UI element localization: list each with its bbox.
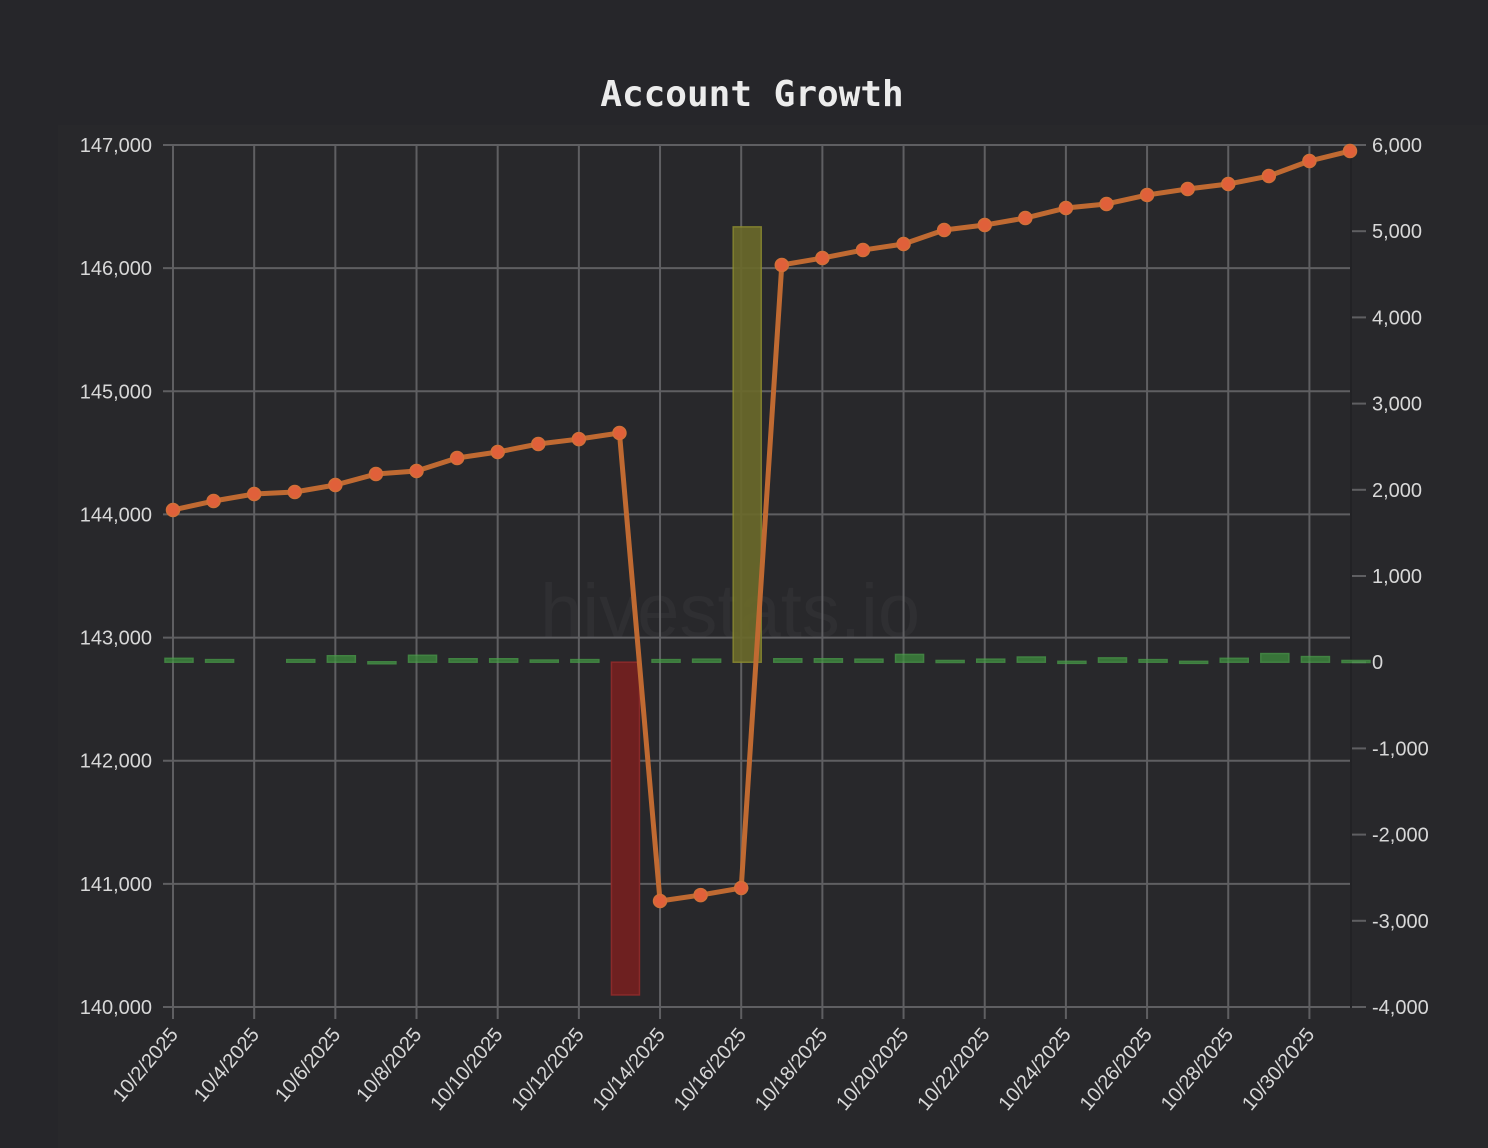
data-point — [409, 463, 424, 479]
x-axis-tick-label: 10/14/2025 — [589, 1024, 670, 1115]
data-point — [815, 250, 830, 266]
data-point — [774, 257, 790, 273]
left-axis-tick-label: 140,000 — [80, 997, 152, 1019]
data-point — [1220, 176, 1236, 192]
left-axis-tick-label: 146,000 — [80, 258, 152, 280]
right-axis-tick-label: -3,000 — [1372, 911, 1429, 933]
left-axis-tick-label: 145,000 — [80, 381, 152, 403]
x-axis-tick-label: 10/2/2025 — [109, 1024, 183, 1106]
chart-title: Account Growth — [600, 74, 904, 115]
right-axis-tick-label: -1,000 — [1372, 738, 1429, 760]
data-point — [368, 466, 384, 482]
bar-daily-change — [367, 661, 397, 665]
bar-daily-change — [286, 658, 316, 663]
data-point — [733, 880, 749, 896]
bar-daily-change — [529, 659, 560, 663]
bar-highlight — [732, 226, 762, 663]
bar-daily-change — [1178, 660, 1209, 665]
data-point — [490, 444, 505, 460]
right-axis-tick-label: 6,000 — [1372, 135, 1422, 157]
right-axis-tick-label: 3,000 — [1372, 394, 1422, 416]
x-axis-tick-label: 10/22/2025 — [913, 1024, 994, 1115]
data-point — [165, 502, 181, 518]
bar-daily-change — [813, 658, 844, 663]
bar-daily-change — [1219, 657, 1249, 663]
bar-daily-change — [935, 659, 965, 664]
data-point — [246, 486, 262, 502]
bar-daily-change — [448, 658, 478, 663]
x-axis-tick-label: 10/30/2025 — [1238, 1024, 1319, 1115]
bar-daily-change — [691, 658, 722, 663]
data-point — [1180, 181, 1195, 197]
bar-daily-change — [1097, 657, 1128, 663]
data-point — [449, 450, 465, 466]
bar-daily-change — [773, 658, 803, 663]
right-axis-tick-label: -4,000 — [1372, 997, 1429, 1019]
right-axis-tick-label: 5,000 — [1372, 221, 1422, 243]
right-axis-tick-label: 2,000 — [1372, 480, 1422, 502]
data-point — [1058, 200, 1074, 216]
data-point — [1139, 187, 1155, 203]
bar-daily-change — [894, 653, 925, 663]
bar-daily-change — [854, 658, 884, 663]
chart-panel — [58, 125, 1488, 1148]
data-point — [693, 887, 708, 903]
left-axis-tick-label: 144,000 — [80, 504, 152, 526]
data-point — [896, 236, 911, 252]
data-point — [652, 893, 668, 909]
x-axis-tick-label: 10/28/2025 — [1157, 1024, 1238, 1115]
bar-daily-change — [204, 658, 235, 663]
data-point — [1302, 153, 1317, 169]
data-point — [206, 493, 221, 509]
left-axis-tick-label: 142,000 — [80, 751, 152, 773]
bar-daily-change — [1138, 658, 1168, 663]
bar-daily-change — [407, 654, 438, 663]
bar-daily-change — [1260, 652, 1290, 663]
x-axis-tick-label: 10/20/2025 — [832, 1024, 913, 1115]
bar-daily-change — [164, 657, 194, 663]
data-point — [1261, 168, 1277, 184]
bar-daily-change — [488, 658, 519, 663]
data-point — [287, 484, 303, 500]
right-axis-tick-label: 1,000 — [1372, 566, 1422, 588]
data-point — [328, 477, 343, 493]
data-point — [571, 431, 587, 447]
x-axis-tick-label: 10/12/2025 — [507, 1024, 588, 1115]
left-axis-tick-label: 141,000 — [80, 874, 152, 896]
right-axis-tick-label: 0 — [1372, 652, 1383, 674]
bar-daily-change — [1300, 655, 1331, 663]
x-axis-tick-label: 10/6/2025 — [271, 1024, 345, 1106]
x-axis-tick-label: 10/4/2025 — [190, 1024, 264, 1106]
x-axis-tick-label: 10/24/2025 — [995, 1024, 1076, 1115]
x-axis-tick-label: 10/10/2025 — [426, 1024, 507, 1115]
data-point — [855, 242, 871, 258]
right-axis-tick-label: -2,000 — [1372, 825, 1429, 847]
bar-negative — [610, 661, 641, 996]
data-point — [1342, 143, 1358, 159]
x-axis-tick-label: 10/18/2025 — [751, 1024, 832, 1115]
data-point — [977, 217, 992, 233]
data-point — [531, 436, 546, 452]
bar-daily-change — [1016, 656, 1047, 663]
left-axis-tick-label: 147,000 — [80, 135, 152, 157]
x-axis-tick-label: 10/8/2025 — [352, 1024, 426, 1106]
bar-daily-change — [651, 658, 681, 663]
watermark: hivestats.io — [540, 569, 921, 654]
data-point — [612, 425, 627, 441]
bar-daily-change — [570, 658, 600, 663]
data-point — [1099, 196, 1114, 212]
x-axis-tick-label: 10/16/2025 — [670, 1024, 751, 1115]
right-axis-tick-label: 4,000 — [1372, 307, 1422, 329]
bar-daily-change — [1057, 660, 1087, 665]
data-point — [1018, 210, 1033, 226]
data-point — [936, 222, 952, 238]
bar-daily-change — [1341, 659, 1371, 664]
bar-daily-change — [975, 658, 1006, 663]
bar-daily-change — [326, 654, 357, 663]
x-axis-tick-label: 10/26/2025 — [1076, 1024, 1157, 1115]
left-axis-tick-label: 143,000 — [80, 628, 152, 650]
